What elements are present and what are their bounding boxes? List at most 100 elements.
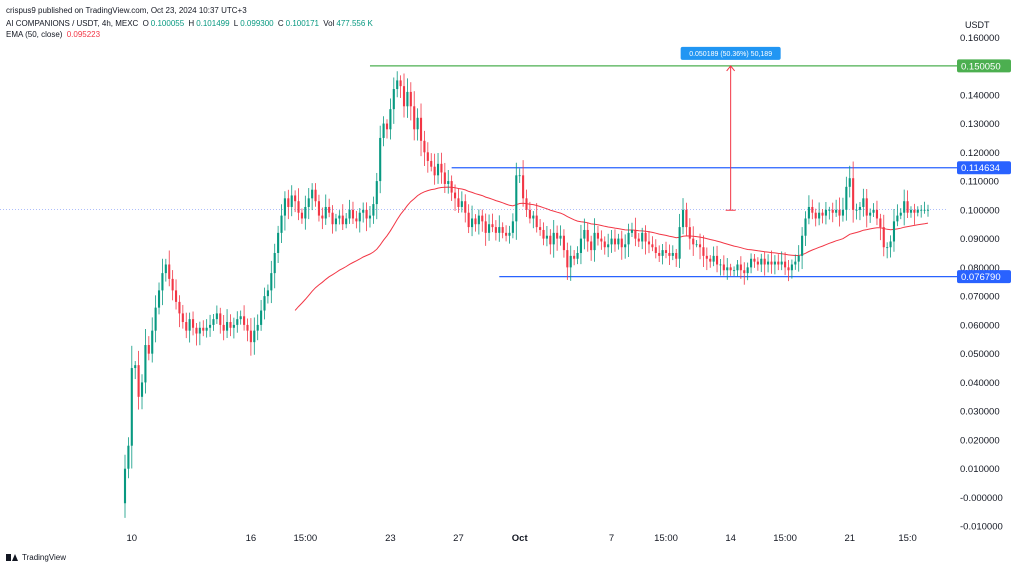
candle-body [249,330,252,343]
ohlc-legend: AI COMPANIONS / USDT, 4h, MEXC O 0.100055… [6,19,375,28]
candle-body [746,267,749,274]
brand-label[interactable]: TradingView [22,553,67,562]
candle-body [215,313,218,320]
candle-body [147,345,150,354]
candle-body [464,201,467,213]
candle-body [266,290,269,297]
y-tick-label: 0.110000 [960,177,999,188]
candle-body [675,252,678,259]
candle-body [858,206,862,210]
candle-body [909,209,913,213]
candle-body [498,227,501,233]
candle-body [637,238,640,242]
candle-body [576,252,579,259]
candle-body [219,313,222,325]
candle-body [130,368,133,446]
candle-body [668,252,671,256]
candle-body [226,322,229,331]
candle-body [460,201,463,207]
low-label: L [233,19,239,28]
candle-body [811,206,814,213]
high-label: H [188,19,195,28]
candle-body [641,232,644,242]
tradingview-logo-icon[interactable] [6,554,18,561]
candle-body [644,232,647,242]
candle-body [681,209,685,228]
candle-body [903,201,906,213]
candle-body [743,270,746,274]
x-tick-label: 23 [385,533,396,544]
candle-body [835,209,838,213]
candle-body [157,290,161,308]
candle-body [559,235,562,239]
candle-body [140,382,144,397]
candle-body [246,324,249,331]
candle-body [634,229,637,239]
y-tick-label: 0.090000 [960,234,1000,245]
candle-body [872,209,875,213]
x-tick-label: 27 [453,533,464,544]
candle-body [726,267,729,271]
candle-body [307,198,310,207]
candle-body [123,468,127,504]
y-tick-label: 0.040000 [960,378,1000,389]
candle-body [661,250,664,256]
candle-body [797,255,800,262]
candle-body [658,252,661,256]
currency-label: USDT [965,20,990,30]
candle-body [334,218,338,225]
candle-body [647,241,651,245]
candle-body [385,123,389,130]
candle-body [790,264,793,271]
candle-body [440,163,443,173]
candle-body [923,209,926,211]
candle-body [528,209,531,219]
candle-body [705,255,708,259]
ema-group [294,186,929,311]
candle-body [807,206,810,219]
candle-body [321,215,324,219]
y-tick-label: -0.010000 [960,522,1003,533]
candle-body [579,238,582,253]
candle-body [144,345,147,383]
close-value: 0.100171 [285,19,320,28]
candle-body [828,209,831,211]
candle-body [882,227,885,248]
candle-body [777,261,780,265]
candle-body [821,212,824,216]
candle-body [688,227,691,239]
candle-body [280,215,283,233]
candle-body [351,209,355,219]
candle-body [542,229,545,239]
candle-body [920,209,923,211]
y-tick-label: 0.020000 [960,435,1000,446]
candle-body [467,212,470,228]
candle-body [287,198,290,207]
candle-body [624,244,627,248]
candle-body [399,80,402,87]
x-tick-label: 10 [127,533,138,544]
candle-body [372,204,375,216]
open-value: 0.100055 [150,19,185,28]
candle-body [304,206,307,219]
candle-body [443,172,446,184]
symbol-label[interactable]: AI COMPANIONS / USDT, 4h, MEXC [6,19,139,28]
candle-body [433,166,436,176]
candle-body [770,261,773,265]
candle-body [168,264,171,279]
ema-label[interactable]: EMA (50, close) [6,30,63,39]
candle-body [300,212,303,219]
candle-body [892,221,896,242]
candle-body [566,250,569,268]
candle-body [865,198,868,216]
candle-body [311,189,314,199]
candle-body [134,365,137,369]
ema-value: 0.095223 [66,30,101,39]
level-tag-support [957,270,1011,284]
candle-body [450,181,453,193]
candle-body [185,322,188,331]
candle-body [127,445,130,469]
candle-body [804,218,807,236]
candle-body [889,241,892,248]
